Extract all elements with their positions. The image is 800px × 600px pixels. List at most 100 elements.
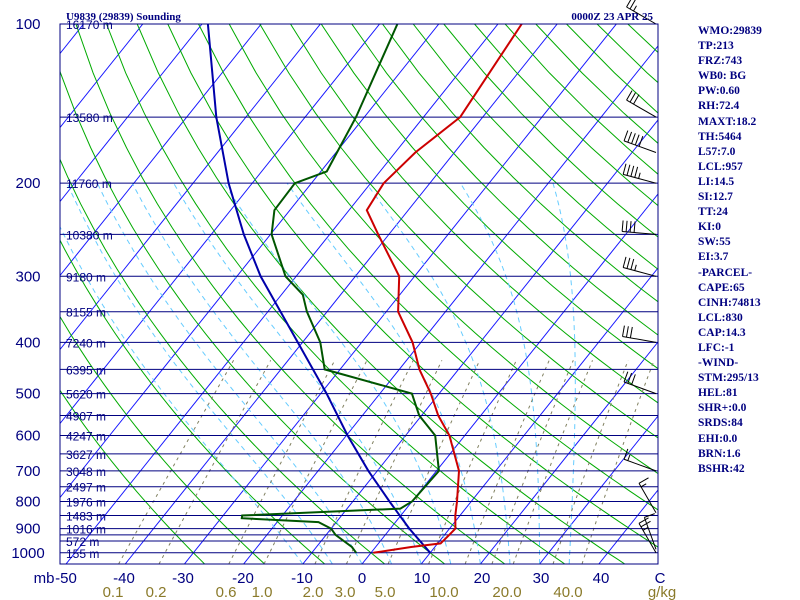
wind-barb-half-flag bbox=[642, 526, 649, 531]
wind-barb-flag bbox=[626, 0, 632, 8]
wind-barb-shaft bbox=[638, 483, 657, 514]
wind-barb-flag bbox=[630, 165, 635, 177]
wind-barb-shaft bbox=[643, 517, 657, 550]
index-row: TT:24 bbox=[698, 206, 728, 219]
index-row: SHR+:0.0 bbox=[698, 402, 747, 415]
wind-barb-flag bbox=[623, 448, 629, 460]
wind-barb-shaft bbox=[626, 6, 657, 25]
temperature-tick-label: 20 bbox=[474, 570, 491, 587]
wind-barb-shaft bbox=[623, 381, 657, 395]
wind-barb-half-flag bbox=[627, 454, 631, 461]
mixing-ratio-line bbox=[491, 360, 574, 564]
wind-barb bbox=[626, 90, 657, 118]
wind-barb-flag bbox=[622, 325, 625, 337]
wind-barb bbox=[626, 0, 657, 25]
wind-barb-flag bbox=[633, 94, 640, 105]
wind-barb bbox=[621, 220, 657, 235]
sounding-time: 0000Z 23 APR 25 bbox=[571, 11, 653, 23]
isotherm-line bbox=[60, 24, 262, 277]
dry-adiabat-line bbox=[136, 24, 626, 564]
wind-barb-flag bbox=[629, 221, 632, 233]
dry-adiabat-line bbox=[60, 158, 386, 564]
wind-barb bbox=[623, 448, 657, 472]
temperature-tick-label: 10 bbox=[414, 570, 431, 587]
wind-barb-flag bbox=[622, 256, 627, 268]
dry-adiabat-line bbox=[382, 24, 658, 303]
height-label: 1976 m bbox=[66, 496, 106, 510]
wind-barb-flag bbox=[626, 164, 631, 176]
wind-barb-shaft bbox=[623, 173, 657, 184]
height-label: 7240 m bbox=[66, 336, 106, 350]
plot-frame bbox=[59, 23, 659, 565]
wind-barb-half-flag bbox=[634, 264, 637, 271]
height-label: 9180 m bbox=[66, 270, 106, 284]
pressure-tick-label: 800 bbox=[15, 494, 40, 511]
temperature-tick-label: -10 bbox=[291, 570, 313, 587]
wind-barb bbox=[638, 477, 657, 514]
mixing-ratio-tick-label: 1.0 bbox=[252, 584, 273, 600]
dry-adiabat-line bbox=[320, 24, 658, 370]
sounding-profiles bbox=[206, 24, 523, 554]
pressure-tick-label: 500 bbox=[15, 386, 40, 403]
wind-barb-flag bbox=[640, 520, 651, 528]
isotherm-line bbox=[539, 415, 658, 564]
mixing-ratio-tick-label: g/kg bbox=[648, 584, 676, 600]
dry-adiabat-line bbox=[412, 24, 658, 270]
index-row: TH:5464 bbox=[698, 130, 742, 143]
mixing-ratio-tick-label: 20.0 bbox=[492, 584, 521, 600]
index-row: LCL:957 bbox=[698, 160, 743, 173]
pressure-tick-label: 700 bbox=[15, 463, 40, 480]
wind-barb-flag bbox=[633, 221, 636, 233]
wind-barb-flag bbox=[623, 371, 629, 383]
wind-barb bbox=[638, 517, 657, 554]
wind-barb bbox=[623, 371, 657, 395]
index-row: LCL:830 bbox=[698, 311, 743, 324]
wind-barb-shaft bbox=[623, 458, 657, 472]
wind-barb-flag bbox=[631, 374, 636, 385]
indices-panel: WMO:29839 TP:213 FRZ:743 WB0: BG PW:0.60 RH:7… bbox=[698, 24, 798, 477]
mixing-ratio-tick-label: 5.0 bbox=[375, 584, 396, 600]
wind-barb-half-flag bbox=[638, 172, 641, 179]
isotherm-line bbox=[60, 24, 321, 351]
index-row: FRZ:743 bbox=[698, 55, 743, 68]
wind-barb-shaft bbox=[623, 267, 657, 277]
temperature-tick-label: 0 bbox=[358, 570, 366, 587]
index-row: BRN:1.6 bbox=[698, 447, 741, 460]
wind-barb-flag bbox=[623, 130, 629, 142]
temperature-tick-label: C bbox=[655, 570, 666, 587]
mixing-ratio-tick-label: 0.1 bbox=[103, 584, 124, 600]
isotherm-line bbox=[60, 24, 203, 203]
index-row: HEL:81 bbox=[698, 387, 738, 400]
mixing-ratio-line bbox=[428, 360, 517, 564]
wind-barb-flag bbox=[644, 513, 655, 518]
mixing-ratio-line bbox=[512, 360, 593, 564]
moist-adiabat-line bbox=[223, 182, 452, 564]
height-label: 155 m bbox=[66, 547, 99, 561]
height-label: 1483 m bbox=[66, 509, 106, 523]
wind-barb-flag bbox=[629, 326, 633, 338]
index-row: WMO:29839 bbox=[698, 25, 762, 37]
pressure-tick-label: 300 bbox=[15, 268, 40, 285]
temperature-tick-label: 40 bbox=[593, 570, 610, 587]
wind-barb-flag bbox=[626, 257, 631, 269]
moist-adiabat-line bbox=[96, 182, 363, 564]
index-row: L57:7.0 bbox=[698, 145, 736, 158]
wind-barb-flag bbox=[629, 92, 636, 103]
moist-adiabat-line bbox=[286, 182, 481, 564]
index-row: PW:0.60 bbox=[698, 85, 740, 98]
pressure-tick-label: 200 bbox=[15, 175, 40, 192]
wind-barb-flag bbox=[627, 131, 633, 143]
moist-adiabat-line bbox=[460, 182, 541, 564]
dry-adiabat-line bbox=[60, 389, 205, 564]
dry-adiabat-line bbox=[167, 24, 658, 548]
wind-barb-shaft bbox=[623, 140, 657, 153]
index-row: KI:0 bbox=[698, 221, 721, 234]
mixing-ratio-line bbox=[552, 360, 629, 564]
isotherm-line bbox=[65, 24, 499, 564]
height-label: 10380 m bbox=[66, 228, 113, 242]
moist-adiabat-line bbox=[131, 182, 393, 564]
mixing-ratio-line bbox=[464, 360, 550, 564]
index-row: CAPE:65 bbox=[698, 281, 745, 294]
index-row: MAXT:18.2 bbox=[698, 115, 757, 128]
